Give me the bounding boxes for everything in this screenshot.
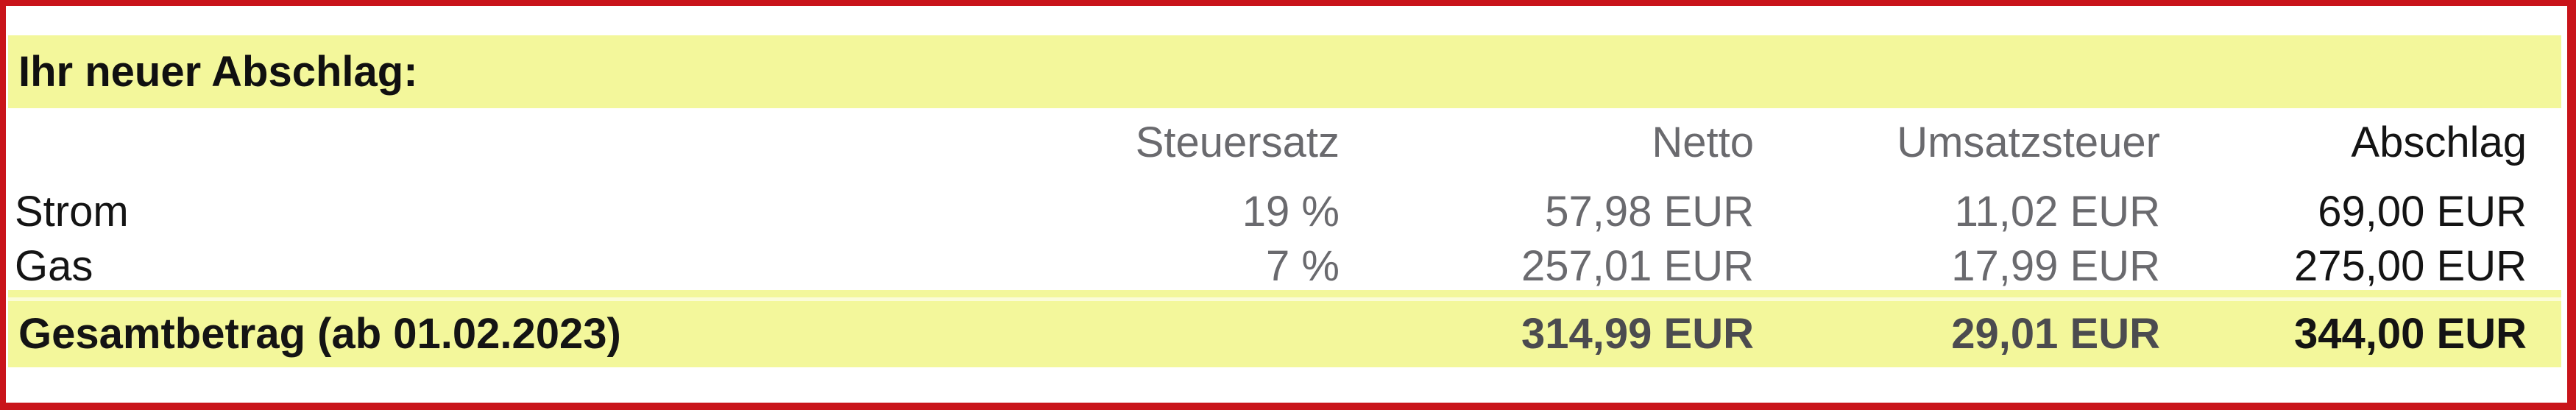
gas-umsatzsteuer-value: 17,99 EUR bbox=[1951, 242, 2160, 290]
column-header-umsatzsteuer: Umsatzsteuer bbox=[1897, 119, 2160, 166]
strom-umsatzsteuer-value: 11,02 EUR bbox=[1954, 188, 2160, 236]
red-border-bottom bbox=[0, 403, 2576, 410]
strom-netto-value: 57,98 EUR bbox=[1545, 188, 1754, 236]
total-netto-value: 314,99 EUR bbox=[1521, 310, 1754, 358]
gas-steuersatz-value: 7 % bbox=[1266, 242, 1340, 290]
total-row-label: Gesamtbetrag (ab 01.02.2023) bbox=[18, 310, 621, 358]
total-row-top-rule bbox=[8, 290, 2561, 297]
column-header-netto: Netto bbox=[1652, 119, 1754, 166]
total-umsatzsteuer-value: 29,01 EUR bbox=[1951, 310, 2160, 358]
total-abschlag-value: 344,00 EUR bbox=[2294, 310, 2527, 358]
strom-abschlag-value: 69,00 EUR bbox=[2318, 188, 2527, 236]
section-title-highlight-band bbox=[8, 35, 2561, 108]
total-row-separator-line bbox=[8, 297, 2561, 301]
column-header-steuersatz: Steuersatz bbox=[1135, 119, 1340, 166]
row-label-strom: Strom bbox=[15, 188, 129, 236]
total-row-highlight-band bbox=[8, 301, 2561, 367]
red-border-top bbox=[0, 0, 2576, 6]
column-header-abschlag: Abschlag bbox=[2351, 119, 2527, 166]
gas-netto-value: 257,01 EUR bbox=[1521, 242, 1754, 290]
gas-abschlag-value: 275,00 EUR bbox=[2294, 242, 2527, 290]
row-label-gas: Gas bbox=[15, 242, 93, 290]
section-title: Ihr neuer Abschlag: bbox=[18, 48, 418, 96]
strom-steuersatz-value: 19 % bbox=[1242, 188, 1340, 236]
red-border-left bbox=[0, 0, 6, 410]
red-border-right bbox=[2567, 0, 2576, 410]
